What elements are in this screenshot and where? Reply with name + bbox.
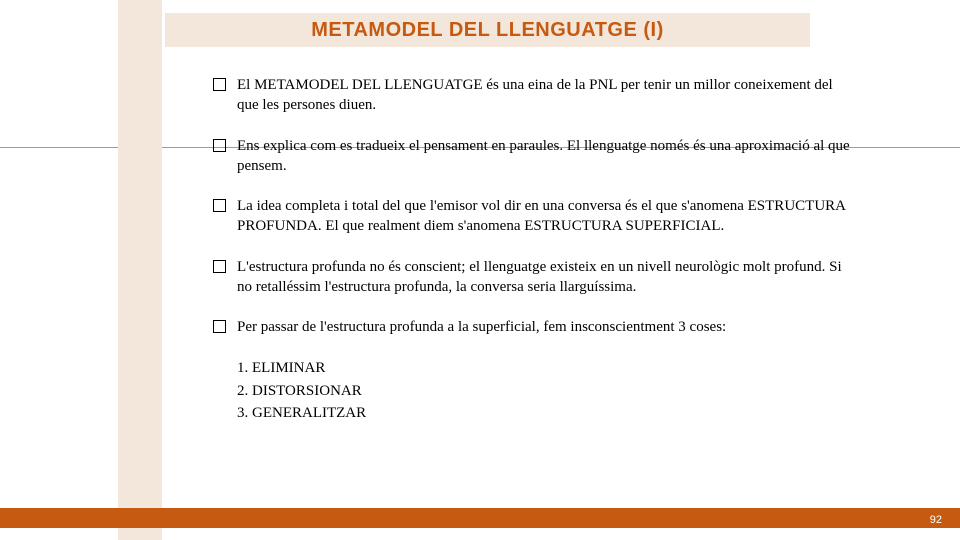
bullet-item: L'estructura profunda no és conscient; e… xyxy=(213,257,853,298)
bullet-item: Ens explica com es tradueix el pensament… xyxy=(213,136,853,177)
slide-title: METAMODEL DEL LLENGUATGE (I) xyxy=(311,19,664,42)
content-area: El METAMODEL DEL LLENGUATGE és una eina … xyxy=(213,75,853,425)
numbered-item: 3. GENERALITZAR xyxy=(237,402,853,425)
bullet-item: Per passar de l'estructura profunda a la… xyxy=(213,317,853,337)
left-accent-stripe xyxy=(118,0,162,540)
numbered-item: 2. DISTORSIONAR xyxy=(237,380,853,403)
footer-bar xyxy=(0,508,960,528)
page-number: 92 xyxy=(930,514,942,526)
numbered-item: 1. ELIMINAR xyxy=(237,357,853,380)
bullet-item: El METAMODEL DEL LLENGUATGE és una eina … xyxy=(213,75,853,116)
title-bar: METAMODEL DEL LLENGUATGE (I) xyxy=(165,13,810,47)
bullet-item: La idea completa i total del que l'emiso… xyxy=(213,196,853,237)
slide: METAMODEL DEL LLENGUATGE (I) El METAMODE… xyxy=(0,0,960,540)
numbered-list: 1. ELIMINAR 2. DISTORSIONAR 3. GENERALIT… xyxy=(237,357,853,425)
